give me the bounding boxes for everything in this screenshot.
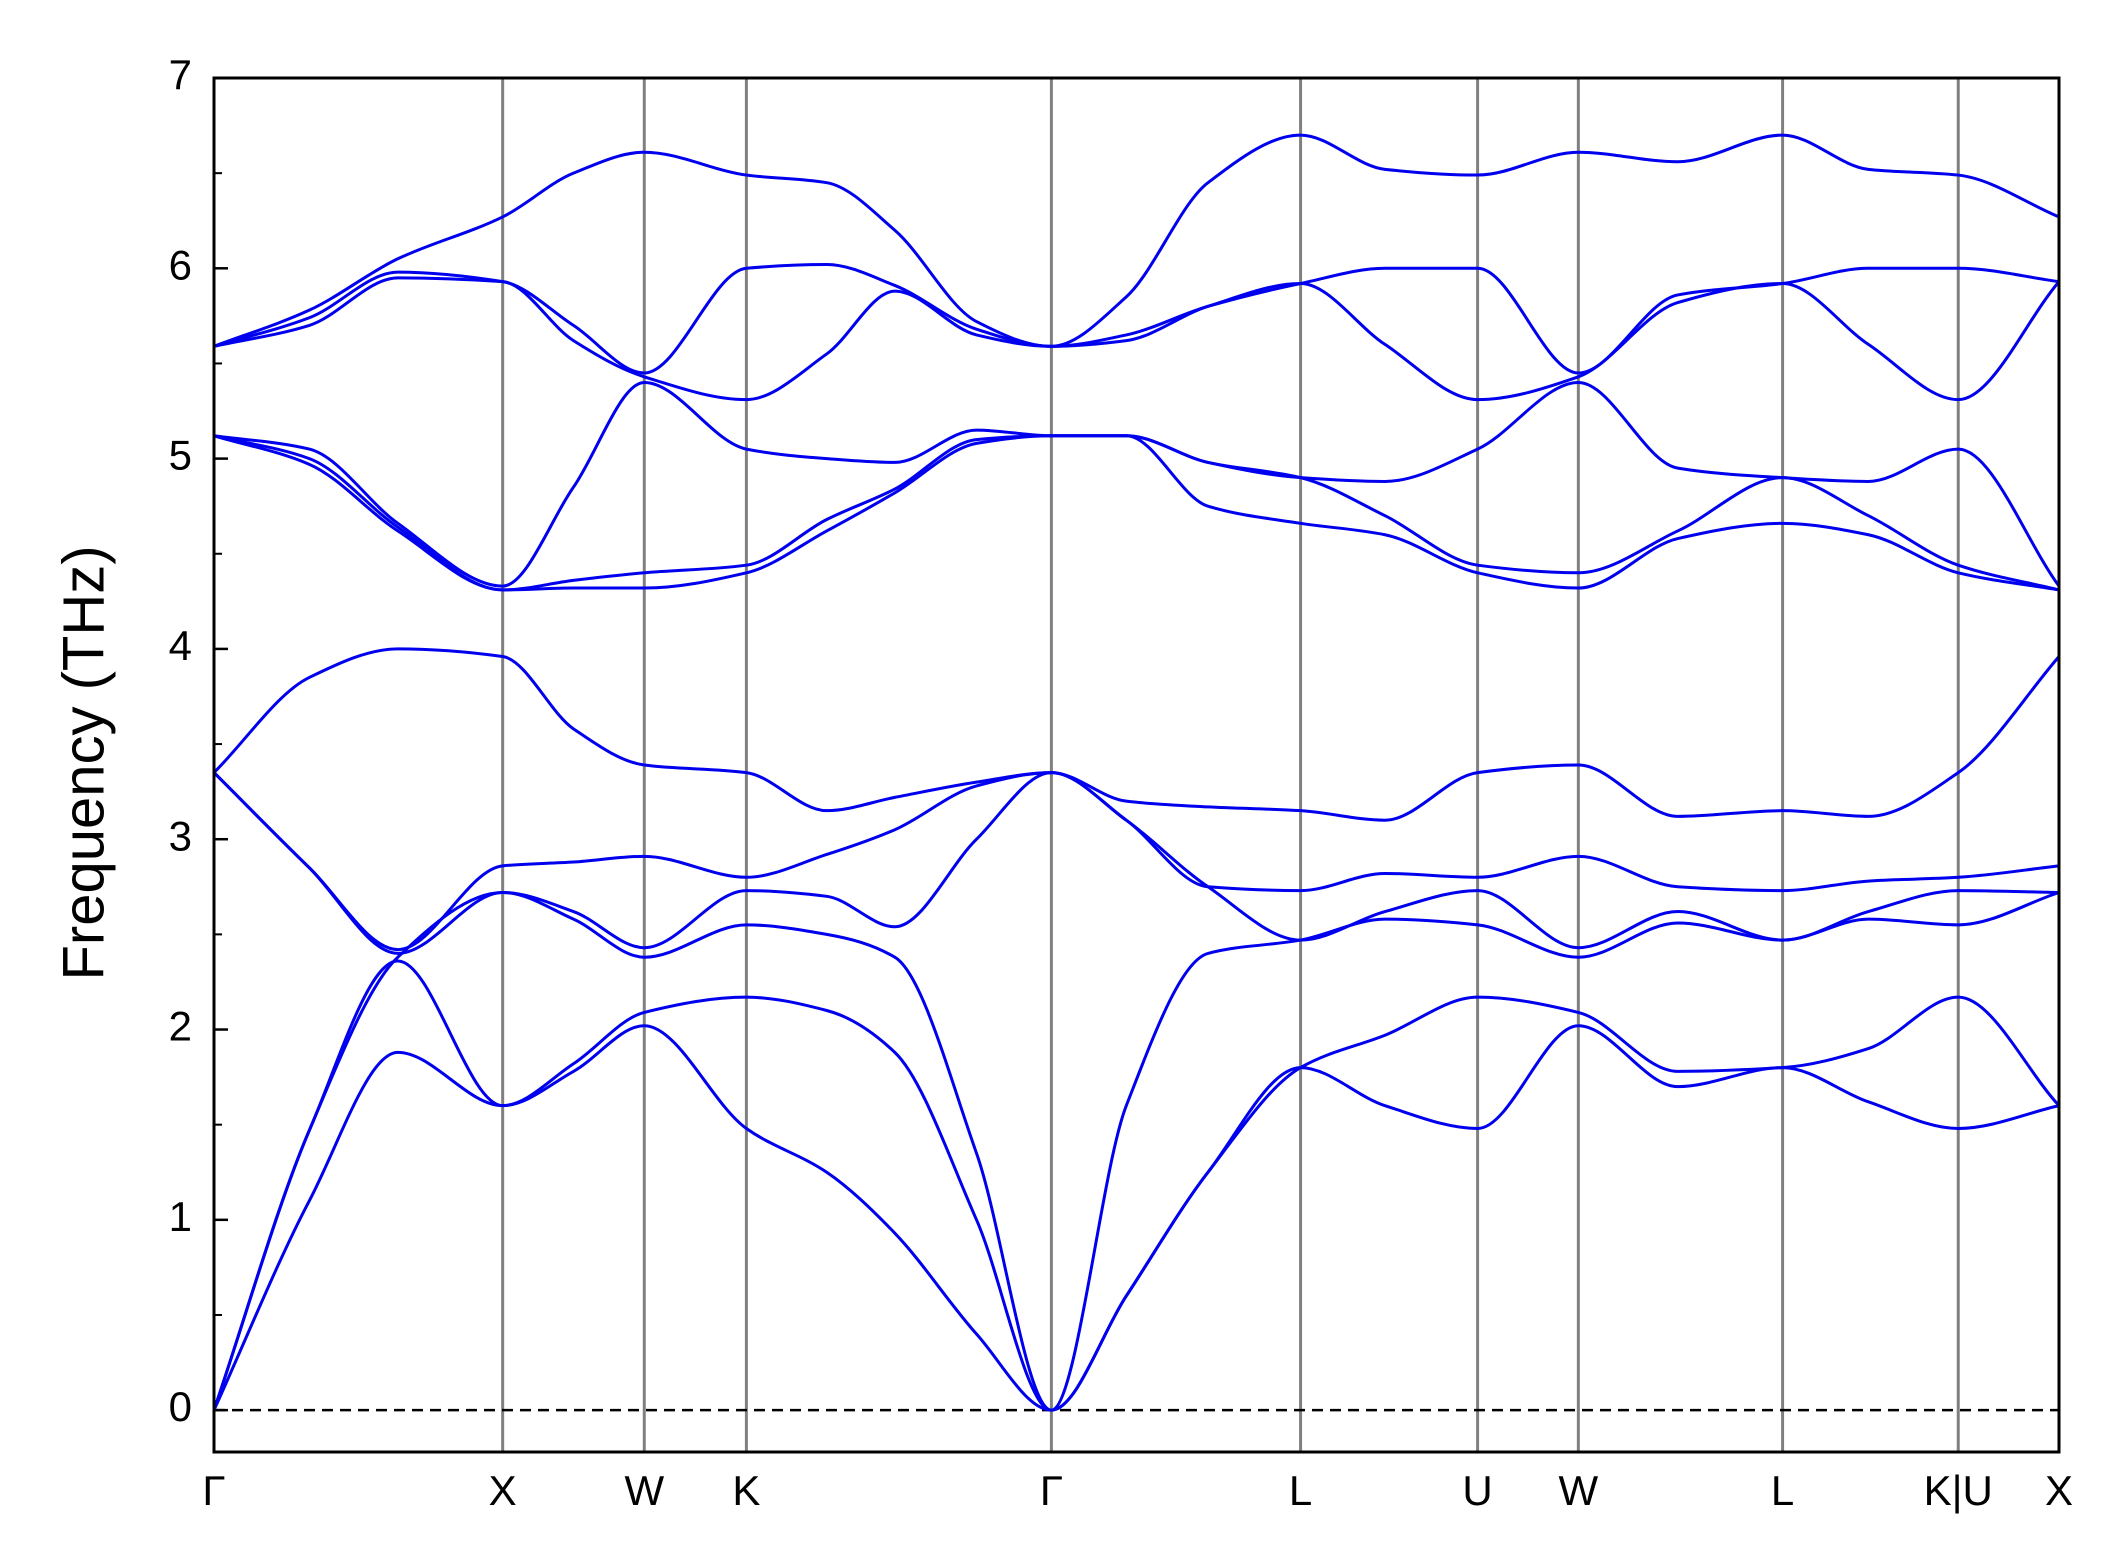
y-tick-label: 1 [169,1193,192,1240]
x-tick-label: L [1771,1467,1794,1514]
y-tick-label: 6 [169,241,192,288]
x-tick-label: U [1462,1467,1492,1514]
y-tick-label: 4 [169,622,192,669]
y-tick-label: 5 [169,432,192,479]
y-tick-label: 3 [169,812,192,859]
x-tick-label: X [489,1467,517,1514]
x-tick-label: L [1289,1467,1312,1514]
band-line [213,133,2060,348]
y-axis-label: Frequency (THz) [51,545,116,980]
y-tick-label: 2 [169,1003,192,1050]
band-line [213,262,2060,375]
x-tick-label: Γ [1040,1467,1063,1514]
band-line [212,771,2060,952]
y-tick-label: 0 [169,1383,192,1430]
y-tick-label: 7 [169,51,192,98]
x-tick-label: K|U [1924,1467,1993,1514]
plot-frame [212,76,2061,1454]
x-tick-label: W [624,1467,664,1514]
x-tick-label: X [2045,1467,2073,1514]
x-tick-label: W [1559,1467,1599,1514]
band-line [212,647,2061,822]
x-tick-label: K [732,1467,760,1514]
x-tick-label: Γ [202,1467,225,1514]
band-line [213,380,2061,588]
